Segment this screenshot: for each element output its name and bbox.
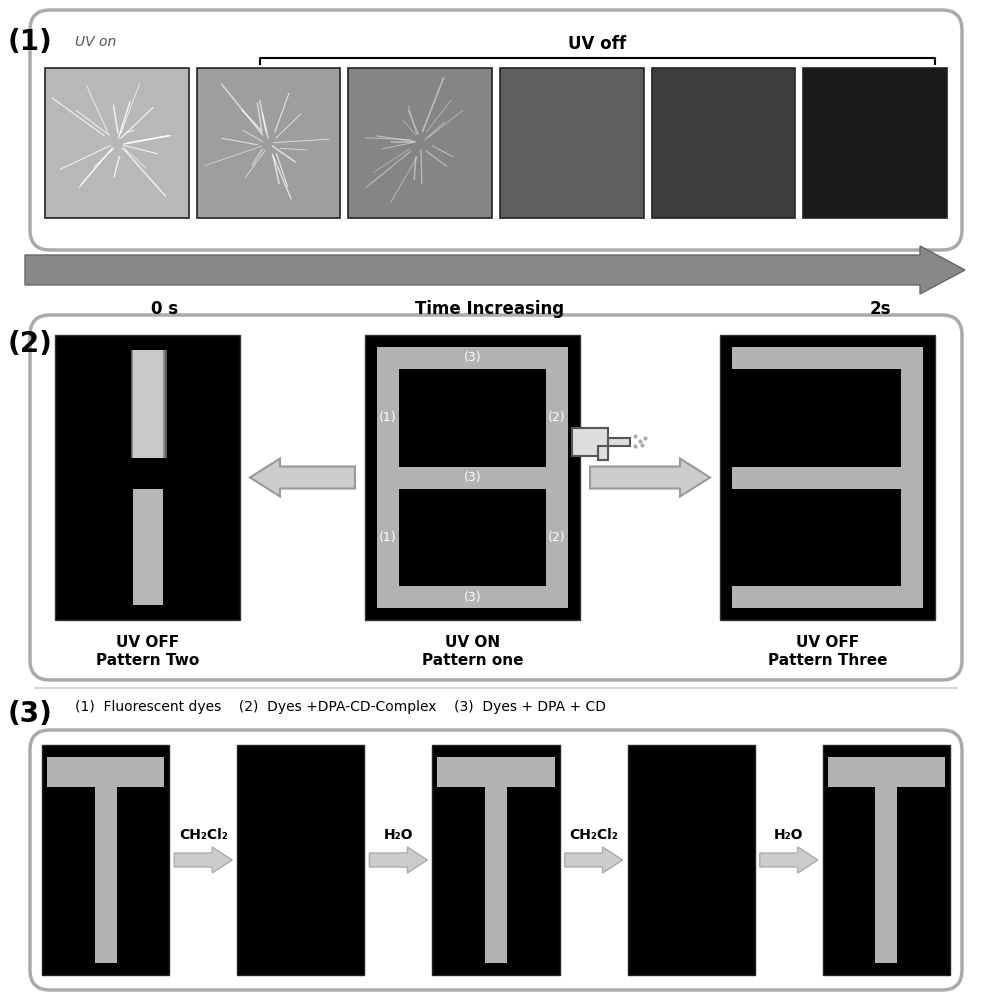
Bar bbox=[47, 757, 165, 787]
Text: (2): (2) bbox=[8, 330, 53, 358]
Bar bbox=[377, 586, 568, 608]
Bar bbox=[237, 745, 364, 975]
Bar bbox=[500, 68, 644, 218]
Text: UV OFF: UV OFF bbox=[796, 635, 859, 650]
Bar bbox=[546, 488, 568, 586]
Text: UV OFF: UV OFF bbox=[116, 635, 180, 650]
Bar bbox=[94, 787, 117, 963]
Bar bbox=[437, 757, 555, 787]
Bar bbox=[133, 489, 163, 605]
Polygon shape bbox=[564, 847, 623, 873]
Text: (1): (1) bbox=[8, 28, 53, 56]
Text: UV on: UV on bbox=[75, 35, 116, 49]
Polygon shape bbox=[369, 847, 428, 873]
Polygon shape bbox=[590, 458, 710, 496]
Bar bbox=[377, 369, 399, 466]
FancyBboxPatch shape bbox=[30, 10, 962, 250]
Text: (2): (2) bbox=[549, 411, 565, 424]
Text: (3): (3) bbox=[463, 352, 481, 364]
Bar bbox=[804, 68, 947, 218]
Polygon shape bbox=[175, 847, 232, 873]
Text: (3): (3) bbox=[8, 700, 53, 728]
Bar bbox=[485, 787, 507, 963]
Bar bbox=[133, 350, 163, 458]
Bar bbox=[732, 586, 923, 608]
Bar bbox=[196, 68, 340, 218]
Text: (1)  Fluorescent dyes    (2)  Dyes +DPA-CD-Complex    (3)  Dyes + DPA + CD: (1) Fluorescent dyes (2) Dyes +DPA-CD-Co… bbox=[75, 700, 606, 714]
Bar bbox=[134, 350, 165, 458]
Bar bbox=[572, 428, 608, 456]
Bar bbox=[608, 438, 630, 446]
Text: Pattern Three: Pattern Three bbox=[768, 653, 887, 668]
Bar bbox=[901, 369, 923, 466]
Text: Time Increasing: Time Increasing bbox=[416, 300, 564, 318]
Bar bbox=[433, 745, 559, 975]
Text: H₂O: H₂O bbox=[384, 828, 413, 842]
Text: UV ON: UV ON bbox=[445, 635, 500, 650]
Bar bbox=[377, 466, 568, 488]
Bar bbox=[598, 446, 608, 460]
Bar bbox=[377, 488, 399, 586]
Bar bbox=[732, 347, 923, 369]
Text: Pattern one: Pattern one bbox=[422, 653, 523, 668]
Polygon shape bbox=[760, 847, 817, 873]
Bar bbox=[720, 335, 935, 620]
Text: 2s: 2s bbox=[869, 300, 891, 318]
Bar bbox=[827, 757, 945, 787]
Bar bbox=[45, 68, 188, 218]
Text: (3): (3) bbox=[463, 471, 481, 484]
Text: (1): (1) bbox=[379, 411, 397, 424]
Bar bbox=[546, 369, 568, 466]
Bar bbox=[135, 350, 167, 458]
Bar bbox=[132, 350, 163, 458]
Text: UV off: UV off bbox=[568, 35, 627, 53]
Bar bbox=[131, 350, 163, 458]
Bar bbox=[42, 745, 170, 975]
Bar bbox=[822, 745, 950, 975]
Bar bbox=[133, 350, 163, 458]
Text: Pattern Two: Pattern Two bbox=[96, 653, 199, 668]
Bar bbox=[732, 466, 923, 488]
Text: (1): (1) bbox=[379, 531, 397, 544]
Bar bbox=[628, 745, 755, 975]
FancyBboxPatch shape bbox=[30, 730, 962, 990]
Text: H₂O: H₂O bbox=[774, 828, 804, 842]
Text: (3): (3) bbox=[463, 590, 481, 603]
Bar bbox=[348, 68, 492, 218]
Text: CH₂Cl₂: CH₂Cl₂ bbox=[569, 828, 618, 842]
Bar bbox=[875, 787, 898, 963]
Polygon shape bbox=[250, 458, 355, 496]
Text: 0 s: 0 s bbox=[152, 300, 179, 318]
Bar bbox=[55, 335, 240, 620]
Text: CH₂Cl₂: CH₂Cl₂ bbox=[179, 828, 227, 842]
Polygon shape bbox=[25, 246, 965, 294]
Text: (2): (2) bbox=[549, 531, 565, 544]
Bar bbox=[901, 488, 923, 586]
Bar bbox=[377, 347, 568, 369]
Bar bbox=[365, 335, 580, 620]
Bar bbox=[652, 68, 796, 218]
FancyBboxPatch shape bbox=[30, 315, 962, 680]
